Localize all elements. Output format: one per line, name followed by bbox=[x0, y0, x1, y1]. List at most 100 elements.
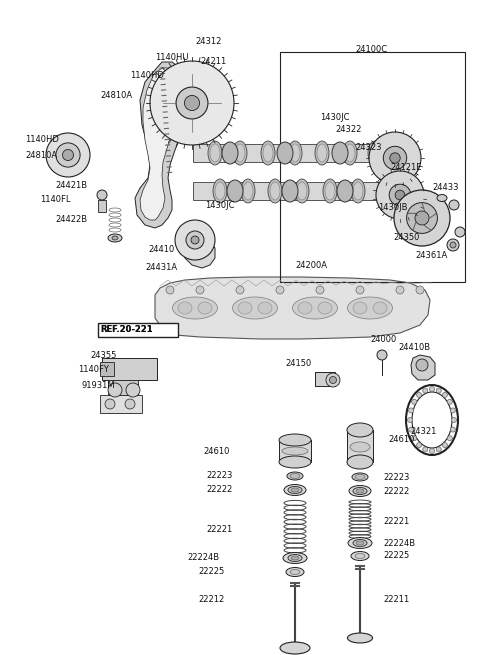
Ellipse shape bbox=[282, 180, 298, 202]
Circle shape bbox=[125, 399, 135, 409]
Text: 1140HD: 1140HD bbox=[25, 136, 59, 145]
Ellipse shape bbox=[258, 302, 272, 314]
Circle shape bbox=[412, 436, 417, 441]
Text: 22221: 22221 bbox=[383, 517, 409, 525]
Text: 22221: 22221 bbox=[207, 525, 233, 534]
Bar bbox=[279, 440, 311, 462]
Circle shape bbox=[97, 190, 107, 200]
Text: 22211: 22211 bbox=[383, 595, 409, 605]
Text: 24433: 24433 bbox=[432, 183, 458, 193]
Circle shape bbox=[377, 350, 387, 360]
Ellipse shape bbox=[368, 141, 382, 165]
Text: REF.20-221: REF.20-221 bbox=[100, 326, 153, 335]
Circle shape bbox=[396, 286, 404, 294]
Circle shape bbox=[443, 443, 447, 447]
Circle shape bbox=[191, 236, 199, 244]
Circle shape bbox=[436, 447, 441, 452]
Circle shape bbox=[447, 400, 452, 404]
Text: 22224B: 22224B bbox=[383, 538, 415, 548]
Circle shape bbox=[356, 286, 364, 294]
Ellipse shape bbox=[288, 487, 302, 493]
Ellipse shape bbox=[178, 302, 192, 314]
Ellipse shape bbox=[345, 144, 355, 162]
Circle shape bbox=[184, 96, 200, 111]
Bar bbox=[193, 182, 390, 200]
Ellipse shape bbox=[351, 179, 365, 203]
Circle shape bbox=[196, 286, 204, 294]
Text: 24610: 24610 bbox=[388, 436, 414, 445]
Bar bbox=[98, 200, 106, 212]
Ellipse shape bbox=[215, 182, 225, 200]
Text: 22222: 22222 bbox=[383, 487, 409, 495]
Circle shape bbox=[450, 427, 456, 432]
Ellipse shape bbox=[347, 423, 373, 437]
Text: 24323: 24323 bbox=[355, 143, 382, 153]
Text: 1430JC: 1430JC bbox=[320, 113, 349, 122]
Ellipse shape bbox=[213, 179, 227, 203]
Bar bbox=[315, 372, 335, 386]
Ellipse shape bbox=[347, 455, 373, 469]
Polygon shape bbox=[135, 62, 190, 228]
Circle shape bbox=[276, 286, 284, 294]
Ellipse shape bbox=[290, 474, 300, 479]
Ellipse shape bbox=[353, 540, 367, 546]
Ellipse shape bbox=[373, 302, 387, 314]
Circle shape bbox=[450, 408, 456, 413]
Circle shape bbox=[449, 200, 459, 210]
Ellipse shape bbox=[290, 144, 300, 162]
Text: 24150: 24150 bbox=[285, 358, 311, 367]
Ellipse shape bbox=[172, 297, 217, 319]
Text: 24422B: 24422B bbox=[55, 215, 87, 225]
Text: 24321: 24321 bbox=[410, 428, 436, 436]
Ellipse shape bbox=[232, 297, 277, 319]
Text: REF.20-221: REF.20-221 bbox=[100, 326, 153, 335]
Circle shape bbox=[126, 383, 140, 397]
Ellipse shape bbox=[337, 180, 353, 202]
Text: 24200A: 24200A bbox=[295, 261, 327, 269]
Text: 22225: 22225 bbox=[383, 552, 409, 561]
Ellipse shape bbox=[233, 141, 247, 165]
Text: 24810A: 24810A bbox=[100, 90, 132, 100]
Bar bbox=[98, 323, 178, 337]
Ellipse shape bbox=[288, 555, 302, 561]
Circle shape bbox=[329, 377, 336, 383]
Circle shape bbox=[408, 417, 412, 422]
Polygon shape bbox=[140, 68, 178, 220]
Text: 91931M: 91931M bbox=[82, 381, 116, 390]
Ellipse shape bbox=[263, 144, 273, 162]
Text: 1140HU: 1140HU bbox=[155, 54, 189, 62]
Circle shape bbox=[236, 286, 244, 294]
Ellipse shape bbox=[353, 302, 367, 314]
Ellipse shape bbox=[241, 179, 255, 203]
Circle shape bbox=[316, 286, 324, 294]
Ellipse shape bbox=[348, 633, 372, 643]
Ellipse shape bbox=[348, 297, 393, 319]
Ellipse shape bbox=[355, 474, 365, 479]
Circle shape bbox=[450, 242, 456, 248]
Ellipse shape bbox=[227, 180, 243, 202]
Ellipse shape bbox=[350, 442, 370, 452]
Circle shape bbox=[395, 190, 405, 200]
Circle shape bbox=[394, 190, 450, 246]
Ellipse shape bbox=[353, 487, 367, 495]
Ellipse shape bbox=[298, 302, 312, 314]
Ellipse shape bbox=[283, 553, 307, 563]
Ellipse shape bbox=[284, 485, 306, 495]
Text: 24431A: 24431A bbox=[145, 263, 177, 272]
Bar bbox=[102, 358, 157, 380]
Ellipse shape bbox=[355, 553, 365, 559]
Bar bbox=[108, 380, 138, 395]
Ellipse shape bbox=[295, 179, 309, 203]
Ellipse shape bbox=[287, 472, 303, 480]
Circle shape bbox=[455, 227, 465, 237]
Ellipse shape bbox=[270, 182, 280, 200]
Circle shape bbox=[175, 220, 215, 260]
Circle shape bbox=[56, 143, 80, 167]
Ellipse shape bbox=[291, 488, 299, 492]
Text: 1140HD: 1140HD bbox=[130, 71, 164, 79]
Polygon shape bbox=[155, 277, 430, 339]
Circle shape bbox=[452, 417, 456, 422]
Circle shape bbox=[412, 400, 417, 404]
Ellipse shape bbox=[261, 141, 275, 165]
Ellipse shape bbox=[235, 144, 245, 162]
